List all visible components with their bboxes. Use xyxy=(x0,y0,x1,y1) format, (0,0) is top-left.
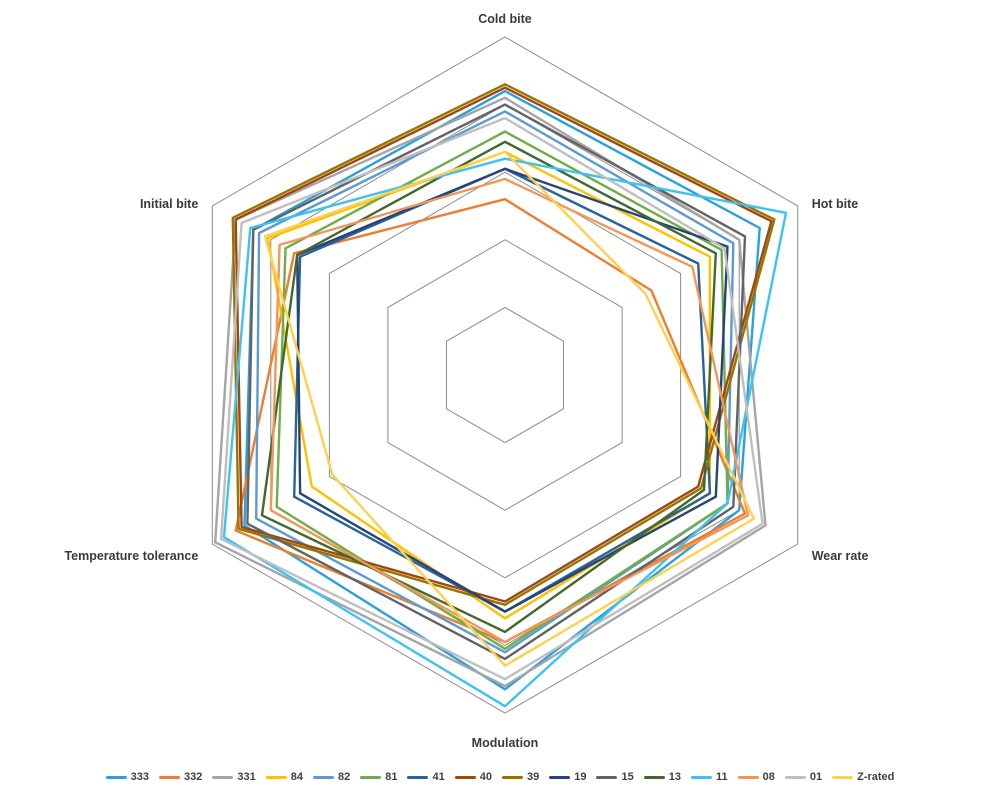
legend-item-11: 11 xyxy=(690,771,728,783)
legend-line-swatch xyxy=(265,775,287,779)
legend-line-swatch xyxy=(596,775,618,779)
grid-ring-2 xyxy=(387,239,623,511)
legend-line-swatch xyxy=(501,775,523,779)
legend-item-81: 81 xyxy=(360,771,397,783)
legend-line-swatch xyxy=(832,775,854,779)
legend-line-swatch xyxy=(105,775,127,779)
legend-line-swatch xyxy=(212,775,234,779)
grid-ring-3 xyxy=(328,171,682,579)
series-line-40 xyxy=(234,86,773,603)
legend-item-332: 332 xyxy=(158,771,203,783)
series-line-332 xyxy=(234,197,747,644)
legend-label: 332 xyxy=(183,771,203,783)
series-line-84 xyxy=(266,150,712,620)
legend-label: Z-rated xyxy=(857,771,895,783)
series-line-13 xyxy=(260,140,717,634)
legend-label: 15 xyxy=(621,771,634,783)
legend-label: 39 xyxy=(526,771,540,783)
legend-label: 333 xyxy=(130,771,149,783)
legend-item-39: 39 xyxy=(501,771,540,783)
axis-label-hot-bite: Hot bite xyxy=(812,197,859,211)
legend-item-z-rated: Z-rated xyxy=(832,771,894,783)
series-line-08 xyxy=(269,177,750,644)
series-line-z-rated xyxy=(263,150,755,667)
series-line-41 xyxy=(293,167,712,613)
legend-label: 40 xyxy=(479,771,492,783)
legend-line-swatch xyxy=(454,775,476,779)
grid-ring-5 xyxy=(211,36,799,714)
legend-label: 82 xyxy=(337,771,351,783)
series-line-15 xyxy=(246,103,747,661)
legend-item-41: 41 xyxy=(407,771,445,783)
legend-line-swatch xyxy=(158,775,180,779)
axis-label-wear-rate: Wear rate xyxy=(812,549,869,563)
legend-item-82: 82 xyxy=(312,771,351,783)
legend-label: 01 xyxy=(809,771,823,783)
legend-line-swatch xyxy=(784,775,806,779)
series-line-81 xyxy=(275,130,729,650)
legend-item-08: 08 xyxy=(737,771,775,783)
legend-item-01: 01 xyxy=(784,771,823,783)
legend-label: 08 xyxy=(762,771,775,783)
legend-item-333: 333 xyxy=(105,771,149,783)
legend-label: 41 xyxy=(432,771,445,783)
legend-item-84: 84 xyxy=(265,771,303,783)
series-line-11 xyxy=(222,157,788,708)
legend-item-40: 40 xyxy=(454,771,492,783)
legend-line-swatch xyxy=(549,775,571,779)
series-line-82 xyxy=(255,110,735,654)
legend-label: 13 xyxy=(668,771,681,783)
legend-label: 331 xyxy=(237,771,256,783)
legend-label: 84 xyxy=(290,771,303,783)
legend-label: 19 xyxy=(574,771,587,783)
axis-label-modulation: Modulation xyxy=(472,736,539,750)
legend-label: 11 xyxy=(715,771,728,783)
legend-line-swatch xyxy=(737,775,759,779)
axis-label-initial-bite: Initial bite xyxy=(140,197,198,211)
series-line-01 xyxy=(219,116,764,681)
legend-line-swatch xyxy=(360,775,382,779)
axis-label-cold-bite: Cold bite xyxy=(478,12,532,26)
legend-item-331: 331 xyxy=(212,771,256,783)
legend-line-swatch xyxy=(312,775,334,779)
legend-line-swatch xyxy=(690,775,712,779)
legend-item-13: 13 xyxy=(643,771,681,783)
series-line-39 xyxy=(231,83,776,606)
legend-item-19: 19 xyxy=(549,771,586,783)
chart-legend: 333 332 331 84 82 81 41 40 39 19 15 13 11 08 01 Z-rated xyxy=(0,771,1000,783)
legend-line-swatch xyxy=(643,775,665,779)
grid-ring-1 xyxy=(446,306,564,444)
legend-label: 81 xyxy=(385,771,398,783)
legend-line-swatch xyxy=(407,775,429,779)
legend-item-15: 15 xyxy=(596,771,634,783)
axis-label-temperature-tolerance: Temperature tolerance xyxy=(64,549,198,563)
